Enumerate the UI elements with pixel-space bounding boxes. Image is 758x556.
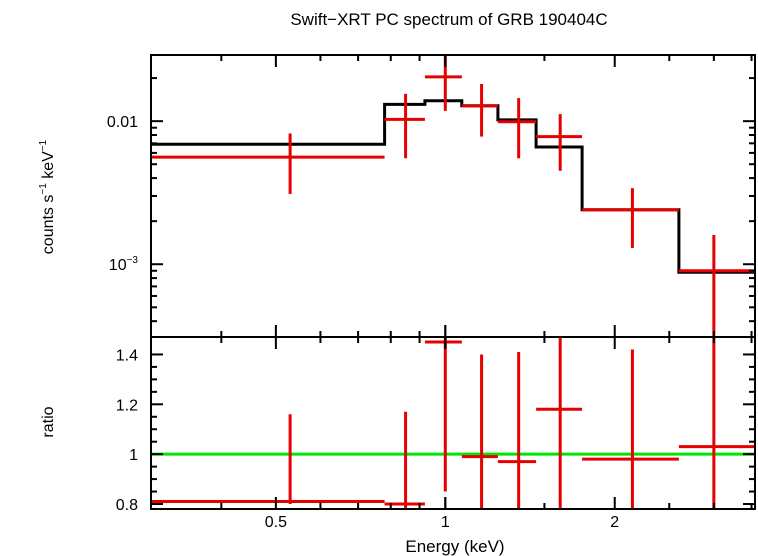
ratio-y-tick-label: 1 [129,447,138,464]
x-tick-label: 0.5 [265,514,287,531]
x-tick-label: 1 [441,514,450,531]
ylabel-main-text: counts s [40,195,57,255]
ratio-y-tick-label: 0.8 [116,497,138,514]
axes-layer [150,54,756,510]
chart-title: Swift−XRT PC spectrum of GRB 190404C [290,10,607,29]
svg-text:counts s−1 keV−1: counts s−1 keV−1 [38,139,57,254]
data-layer [151,55,755,509]
spectrum-y-tick-label: 10−3 [109,255,139,274]
ratio-y-tick-label: 1.2 [116,397,138,414]
ylabel-unit-text: keV [40,151,57,183]
ylabel-exponent-2: −1 [38,139,49,151]
spectrum-panel-frame [150,54,756,338]
ratio-panel-frame [150,336,756,510]
x-tick-label: 2 [610,514,619,531]
ratio-y-tick-label: 1.4 [116,347,138,364]
model-step-line [151,99,755,274]
ylabel-exponent-1: −1 [38,183,49,195]
spectrum-y-axis-label: counts s−1 keV−1 [38,139,57,254]
x-axis-label: Energy (keV) [405,537,504,556]
tick-label-base: 0.01 [107,114,138,131]
ratio-y-axis-label: ratio [40,406,57,437]
spectrum-y-tick-label: 0.01 [107,114,138,131]
model-layer [151,99,755,274]
tick-label-layer: 0.5 1 2 0.01 10−3 0.8 1 1.2 1.4 [107,114,619,531]
tick-label-base: 10 [109,257,127,274]
tick-label-exponent: −3 [127,255,139,266]
